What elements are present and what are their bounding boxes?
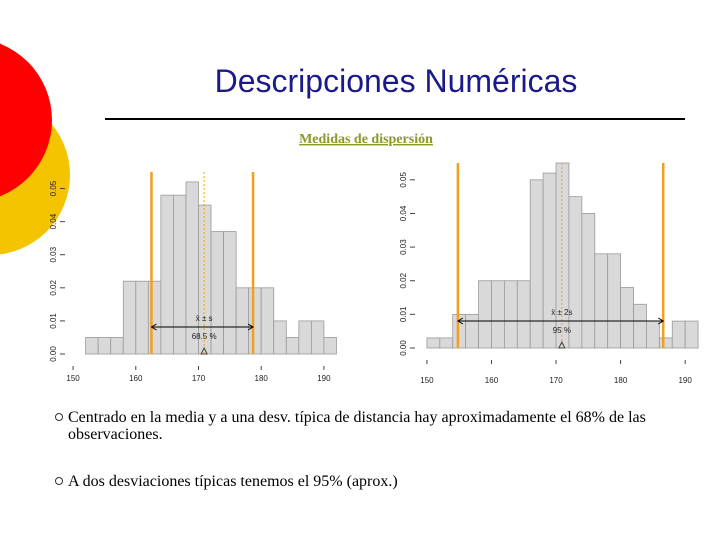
histogram-bar	[260, 287, 275, 355]
histogram-bar	[684, 320, 699, 349]
histogram-bar	[658, 337, 673, 349]
histogram-bar	[110, 337, 124, 355]
histogram-bar	[633, 303, 647, 349]
histogram-bar	[646, 320, 660, 349]
y-tick-label: 0.00	[399, 340, 408, 356]
histogram-bar	[223, 231, 237, 355]
y-tick-label: 0.05	[49, 180, 58, 196]
x-tick-label: 180	[614, 376, 628, 385]
x-tick-label: 160	[485, 376, 499, 385]
histogram-bar	[503, 280, 518, 349]
mean-marker	[200, 346, 208, 355]
y-tick-label: 0.00	[49, 346, 58, 362]
x-tick-label: 150	[66, 374, 80, 383]
annotation: 68.5 %	[192, 332, 217, 341]
y-tick-label: 0.01	[49, 313, 58, 329]
histogram-bar	[248, 287, 262, 355]
x-tick-label: 170	[192, 374, 206, 383]
x-tick-label: 180	[255, 374, 269, 383]
histogram-bar	[426, 337, 441, 349]
histogram-bar	[147, 280, 162, 355]
histogram-bar	[671, 320, 686, 349]
histogram-bar	[160, 194, 174, 355]
histogram-bar	[607, 253, 622, 349]
bullet-dot	[55, 413, 63, 421]
slide-title: Descripciones Numéricas	[215, 63, 578, 99]
histogram-bar	[298, 320, 312, 355]
histogram-bar	[310, 320, 325, 355]
histogram-bar	[491, 280, 505, 349]
histogram-bar	[581, 213, 596, 349]
bullet-dot	[55, 477, 63, 485]
histogram-bar	[620, 287, 634, 349]
histogram-bar	[555, 162, 570, 349]
subtitle: Medidas de dispersión	[299, 132, 433, 147]
y-tick-label: 0.01	[399, 306, 408, 322]
x-tick-label: 190	[678, 376, 692, 385]
histogram-bar	[273, 320, 287, 355]
histogram-bar	[85, 337, 99, 355]
y-tick-label: 0.02	[49, 279, 58, 295]
y-tick-label: 0.03	[49, 246, 58, 262]
histogram-bar	[478, 280, 492, 349]
mean-marker	[558, 340, 566, 349]
histogram-bar	[323, 337, 337, 355]
histogram-bar	[542, 172, 557, 349]
histogram-bar	[452, 313, 467, 349]
bullet-text: A dos desviaciones típicas tenemos el 95…	[68, 473, 398, 490]
histogram-bar	[185, 181, 199, 355]
bullet-text: Centrado en la media y a una desv. típic…	[68, 409, 646, 443]
y-tick-label: 0.05	[399, 171, 408, 187]
histogram-bar	[516, 280, 531, 349]
x-tick-label: 170	[549, 376, 563, 385]
annotation: x̄ ± 2s	[551, 308, 572, 317]
y-tick-label: 0.04	[49, 213, 58, 229]
histogram-bar	[97, 337, 112, 355]
deco-circle	[0, 43, 52, 197]
histogram-bar	[135, 280, 149, 355]
x-tick-label: 160	[129, 374, 143, 383]
y-tick-label: 0.04	[399, 205, 408, 221]
annotation: x̄ ± s	[196, 314, 213, 323]
y-tick-label: 0.02	[399, 272, 408, 288]
histogram-bar	[465, 313, 479, 349]
histogram-bar	[235, 287, 250, 355]
histogram-bar	[173, 194, 187, 355]
x-tick-label: 150	[420, 376, 434, 385]
histogram-bar	[439, 337, 454, 349]
y-tick-label: 0.03	[399, 239, 408, 255]
histogram-bar	[529, 179, 544, 349]
arrow-head	[150, 323, 255, 331]
histogram-bar	[285, 337, 300, 355]
histogram-bar	[594, 253, 609, 349]
arrow-head	[456, 317, 665, 325]
histogram-bar	[122, 280, 137, 355]
annotation: 95 %	[553, 326, 571, 335]
x-tick-label: 190	[317, 374, 331, 383]
